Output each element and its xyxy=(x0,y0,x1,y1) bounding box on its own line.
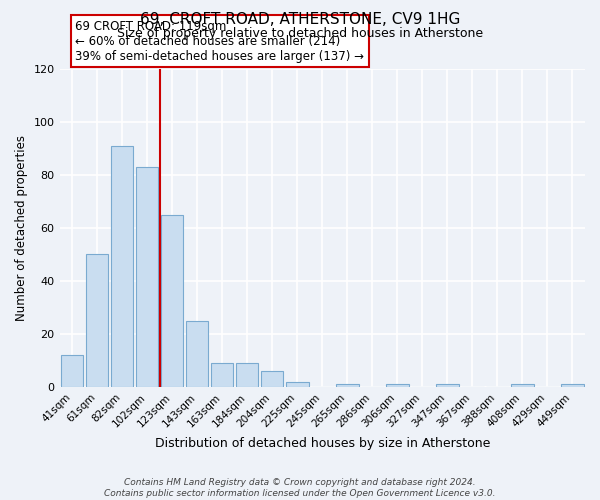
Bar xyxy=(561,384,584,387)
Bar xyxy=(511,384,534,387)
Bar xyxy=(136,167,158,387)
Bar xyxy=(186,320,208,387)
Bar xyxy=(236,363,259,387)
Y-axis label: Number of detached properties: Number of detached properties xyxy=(15,135,28,321)
Bar xyxy=(386,384,409,387)
Text: Size of property relative to detached houses in Atherstone: Size of property relative to detached ho… xyxy=(117,28,483,40)
X-axis label: Distribution of detached houses by size in Atherstone: Distribution of detached houses by size … xyxy=(155,437,490,450)
Text: Contains HM Land Registry data © Crown copyright and database right 2024.
Contai: Contains HM Land Registry data © Crown c… xyxy=(104,478,496,498)
Bar xyxy=(211,363,233,387)
Text: 69, CROFT ROAD, ATHERSTONE, CV9 1HG: 69, CROFT ROAD, ATHERSTONE, CV9 1HG xyxy=(140,12,460,28)
Bar xyxy=(86,254,109,387)
Bar xyxy=(286,382,308,387)
Bar xyxy=(161,214,184,387)
Bar xyxy=(436,384,458,387)
Bar xyxy=(111,146,133,387)
Bar xyxy=(61,355,83,387)
Bar xyxy=(261,371,283,387)
Bar xyxy=(336,384,359,387)
Text: 69 CROFT ROAD: 119sqm
← 60% of detached houses are smaller (214)
39% of semi-det: 69 CROFT ROAD: 119sqm ← 60% of detached … xyxy=(76,20,364,62)
